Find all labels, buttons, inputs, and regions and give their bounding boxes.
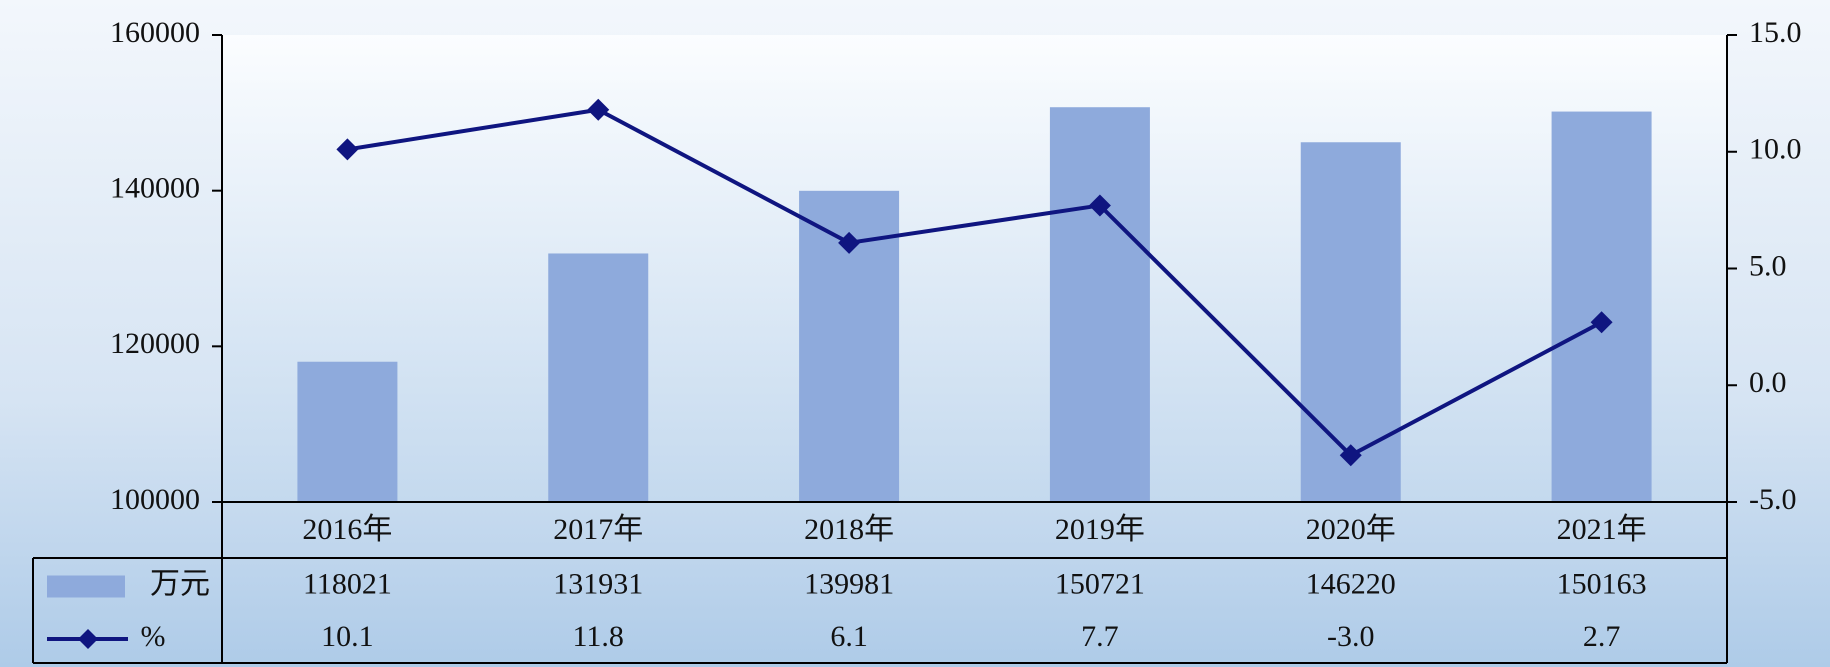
marker: [1088, 194, 1111, 217]
plot-area: [222, 35, 1727, 502]
table-value: 118021: [303, 567, 392, 600]
legend-label: 万元: [150, 567, 210, 600]
y-tick-label: 160000: [110, 16, 200, 49]
marker: [336, 138, 359, 161]
x-tick-label: 2017年: [553, 513, 643, 546]
table-value: 11.8: [573, 620, 624, 653]
table-value: -3.0: [1327, 620, 1375, 653]
table-value: 139981: [804, 567, 894, 600]
marker: [1339, 444, 1362, 467]
table-value: 10.1: [321, 620, 374, 653]
y2-tick-label: 5.0: [1749, 249, 1787, 282]
y-tick-label: 120000: [110, 327, 200, 360]
x-tick-label: 2016年: [302, 513, 392, 546]
y2-tick-label: -5.0: [1749, 483, 1797, 516]
legend-swatch: [47, 575, 125, 598]
table-value: 2.7: [1583, 620, 1621, 653]
y2-tick-label: 0.0: [1749, 366, 1787, 399]
bar: [1049, 107, 1150, 502]
bar: [1300, 142, 1401, 502]
bar: [297, 361, 398, 502]
y2-tick-label: 10.0: [1749, 133, 1802, 166]
marker: [1590, 311, 1613, 334]
table-value: 146220: [1306, 567, 1396, 600]
x-tick-label: 2021年: [1557, 513, 1647, 546]
bar: [1551, 111, 1652, 503]
table-value: 150163: [1557, 567, 1647, 600]
table-value: 6.1: [830, 620, 868, 653]
table-value: 150721: [1055, 567, 1145, 600]
bar: [548, 253, 649, 502]
x-tick-label: 2019年: [1055, 513, 1145, 546]
x-tick-label: 2020年: [1306, 513, 1396, 546]
legend-label: %: [141, 620, 166, 653]
marker: [587, 98, 610, 121]
marker: [838, 231, 861, 254]
table-value: 131931: [553, 567, 643, 600]
x-tick-label: 2018年: [804, 513, 894, 546]
y2-tick-label: 15.0: [1749, 16, 1802, 49]
line: [347, 107, 1603, 458]
legend-marker: [78, 629, 98, 649]
table-value: 7.7: [1081, 620, 1119, 653]
y-tick-label: 100000: [110, 483, 200, 516]
y-tick-label: 140000: [110, 172, 200, 205]
